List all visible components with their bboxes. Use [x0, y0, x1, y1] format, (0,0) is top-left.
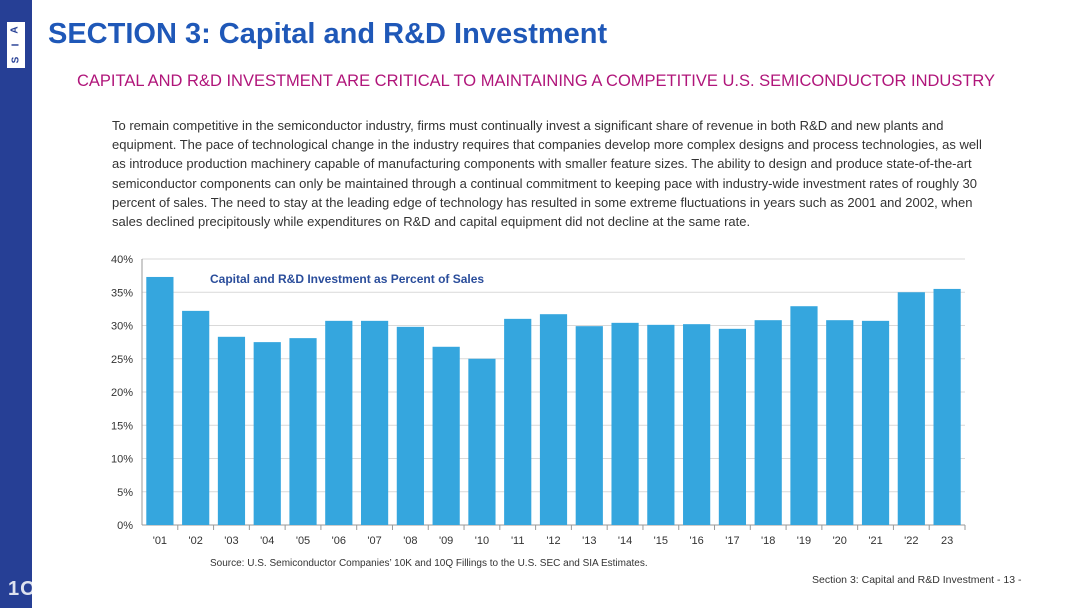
bar: [575, 326, 603, 525]
bar: [146, 276, 174, 525]
bar: [504, 318, 532, 525]
bar: [718, 328, 747, 525]
y-tick-label: 30%: [111, 321, 133, 333]
page-subtitle: CAPITAL AND R&D INVESTMENT ARE CRITICAL …: [77, 72, 996, 90]
x-tick-label: '03: [224, 535, 238, 547]
bar: [897, 292, 925, 525]
x-tick-label: '10: [475, 535, 489, 547]
x-tick-label: '13: [582, 535, 596, 547]
y-tick-label: 10%: [111, 454, 133, 466]
bar: [396, 326, 424, 525]
y-tick-label: 25%: [111, 354, 133, 366]
x-tick-label: '08: [403, 535, 417, 547]
page-title: SECTION 3: Capital and R&D Investment: [48, 18, 608, 50]
bar: [182, 310, 210, 525]
x-tick-label: '09: [439, 535, 453, 547]
bar: [683, 324, 711, 525]
bar: [933, 288, 961, 525]
chart-title: Capital and R&D Investment as Percent of…: [210, 272, 484, 286]
y-tick-label: 0%: [117, 520, 133, 532]
bar: [325, 320, 353, 525]
x-tick-label: '18: [761, 535, 775, 547]
x-tick-label: '19: [797, 535, 811, 547]
x-tick-label: '21: [868, 535, 882, 547]
x-tick-label: '16: [689, 535, 703, 547]
x-tick-label: '06: [332, 535, 346, 547]
x-tick-label: '02: [189, 535, 203, 547]
x-tick-label: '15: [654, 535, 668, 547]
y-tick-label: 40%: [111, 254, 133, 266]
bar: [611, 322, 639, 525]
page-footer: Section 3: Capital and R&D Investment - …: [812, 574, 1022, 586]
bar: [289, 338, 317, 525]
bar: [826, 320, 854, 525]
bar: [754, 320, 782, 525]
x-tick-label: '07: [367, 535, 381, 547]
x-tick-label: '05: [296, 535, 310, 547]
x-tick-label: '20: [833, 535, 847, 547]
x-tick-label: '22: [904, 535, 918, 547]
bar: [861, 320, 890, 525]
bar: [647, 324, 675, 525]
bar: [253, 342, 281, 525]
watermark: 1OO 大数跨境: [8, 578, 144, 600]
sidebar: A I S: [0, 0, 32, 608]
y-tick-label: 35%: [111, 287, 133, 299]
bar: [360, 320, 389, 525]
x-tick-label: '14: [618, 535, 632, 547]
y-tick-label: 5%: [117, 487, 133, 499]
body-text: To remain competitive in the semiconduct…: [112, 118, 982, 230]
bar: [790, 306, 818, 525]
x-tick-label: '04: [260, 535, 274, 547]
source-note: Source: U.S. Semiconductor Companies’ 10…: [210, 558, 648, 569]
x-tick-label: '11: [511, 535, 525, 547]
x-tick-label: '12: [546, 535, 560, 547]
bar: [432, 346, 460, 525]
x-tick-label: '01: [153, 535, 167, 547]
bar: [468, 358, 496, 525]
x-tick-label: 23: [941, 535, 953, 547]
x-tick-label: '17: [725, 535, 739, 547]
y-tick-label: 15%: [111, 420, 133, 432]
sia-logo: A I S: [7, 22, 25, 68]
bar: [539, 314, 568, 525]
y-tick-label: 20%: [111, 387, 133, 399]
bar: [217, 336, 246, 525]
